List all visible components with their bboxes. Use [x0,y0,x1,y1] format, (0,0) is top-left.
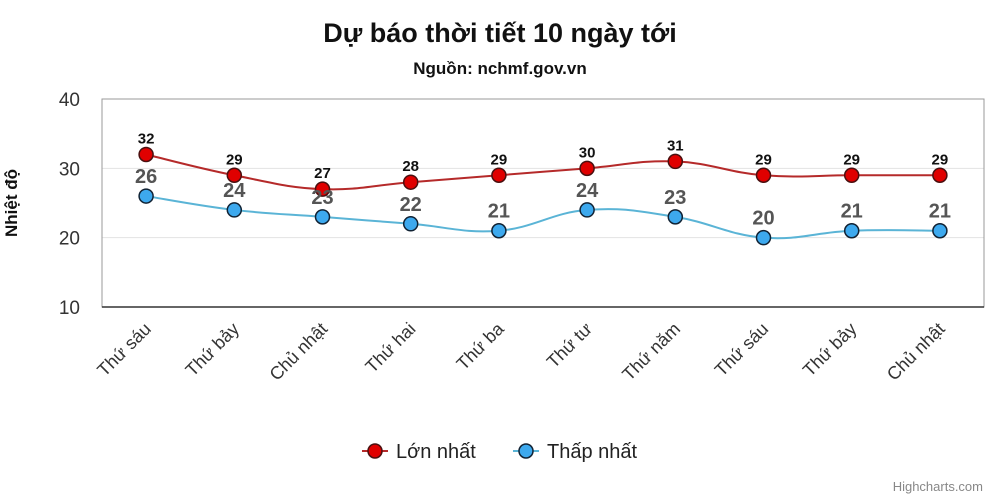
data-point-max[interactable] [314,181,331,197]
x-tick-label: Thứ bảy [182,319,244,381]
data-point-min[interactable] [402,216,419,232]
legend-label-min[interactable]: Thấp nhất [547,441,638,463]
y-tick-label: 20 [59,229,80,250]
data-label-min: 26 [135,166,157,188]
series-line-min [145,195,940,240]
data-point-max[interactable] [491,167,507,184]
data-label-max: 31 [667,137,684,154]
x-tick-label: Thứ sáu [711,319,773,381]
x-tick-label: Thứ ba [453,318,509,374]
legend-label-max[interactable]: Lớn nhất [396,441,476,463]
data-point-min[interactable] [755,229,772,246]
x-tick-label: Thứ bảy [799,319,861,381]
data-point-max[interactable] [667,153,684,170]
data-point-min[interactable] [932,222,948,239]
data-label-min: 21 [488,201,510,223]
data-label-max: 29 [491,151,508,168]
data-label-max: 27 [314,165,331,182]
data-point-min[interactable] [226,202,243,218]
x-tick-label: Thứ sáu [93,319,155,381]
chart-title: Dự báo thời tiết 10 ngày tới [323,18,676,48]
data-label-min: 23 [664,187,686,209]
data-label-min: 21 [929,201,951,223]
data-label-max: 32 [138,130,155,147]
data-point-max[interactable] [138,146,154,163]
chart-subtitle: Nguồn: nchmf.gov.vn [413,59,586,78]
data-label-max: 29 [932,151,949,168]
y-tick-label: 30 [59,159,80,180]
data-label-max: 29 [843,151,860,168]
data-point-max[interactable] [932,167,948,184]
data-point-min[interactable] [138,188,154,204]
data-point-min[interactable] [667,209,684,225]
x-tick-label: Thứ năm [618,319,684,385]
x-tick-label: Chủ nhật [883,319,949,385]
legend: Lớn nhất Thấp nhất [362,441,638,463]
legend-marker-max [367,443,383,459]
legend-marker-min [518,443,534,459]
y-axis-label: Nhiệt độ [2,169,21,237]
data-point-max[interactable] [402,174,419,190]
data-label-min: 22 [400,194,422,216]
data-point-max[interactable] [579,160,595,177]
data-point-min[interactable] [491,222,507,239]
data-point-max[interactable] [755,167,772,184]
x-tick-label: Chủ nhật [266,319,332,385]
x-tick-label: Thứ tư [543,319,596,372]
credits-link[interactable]: Highcharts.com [893,479,983,494]
data-point-max[interactable] [843,167,860,184]
data-label-max: 29 [226,151,243,168]
data-point-min[interactable] [579,202,595,218]
data-label-min: 20 [752,208,774,230]
data-label-max: 28 [402,158,419,175]
data-point-max[interactable] [226,167,243,184]
y-tick-label: 40 [59,90,80,111]
data-label-min: 24 [576,180,599,202]
data-label-min: 24 [223,180,246,202]
data-point-min[interactable] [314,209,331,225]
data-label-min: 21 [841,201,863,223]
data-label-max: 30 [579,144,596,161]
x-tick-label: Thứ hai [361,319,419,377]
data-point-min[interactable] [843,222,860,239]
data-label-max: 29 [755,151,772,168]
series-line-max [145,153,940,191]
data-label-min: 23 [311,187,333,209]
y-tick-label: 10 [59,298,80,319]
